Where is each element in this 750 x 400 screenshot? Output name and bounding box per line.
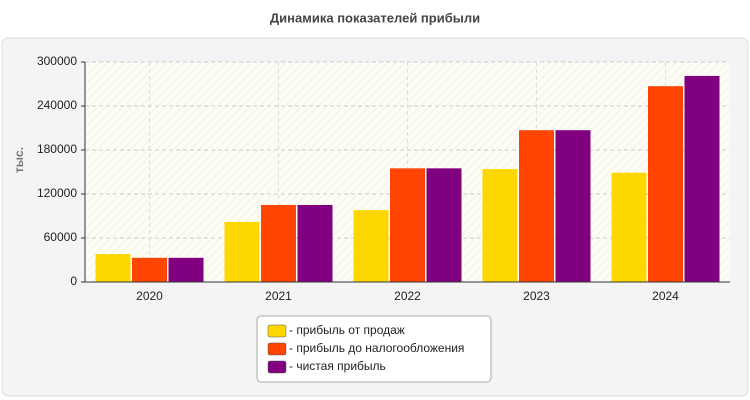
bar [297,205,333,282]
legend-swatch [267,342,287,356]
bar [684,75,720,282]
y-tick-label: 180000 [37,142,77,156]
legend-swatch [267,360,287,374]
bar [95,254,131,282]
bar [482,169,518,282]
bar [353,210,389,282]
legend-label: - прибыль до налогообложения [289,341,464,355]
x-tick-label: 2024 [652,289,679,303]
bar [426,168,462,282]
bar [132,257,167,282]
bar [168,257,204,282]
x-tick-label: 2022 [394,289,421,303]
legend-swatch [267,324,287,338]
y-tick-label: 240000 [37,98,77,112]
x-tick-label: 2023 [523,289,550,303]
bar [224,221,260,282]
bar [611,172,647,282]
bar [648,86,683,282]
y-axis-label: тыс. [12,147,26,173]
y-tick-label: 120000 [37,186,77,200]
bar [261,205,296,282]
bar [519,130,554,282]
chart-title: Динамика показателей прибыли [270,10,480,25]
y-tick-label: 0 [70,274,77,288]
y-tick-label: 60000 [44,230,78,244]
legend [256,315,492,383]
x-tick-label: 2021 [265,289,292,303]
legend-label: - прибыль от продаж [289,323,405,337]
y-tick-label: 300000 [37,54,77,68]
legend-label: - чистая прибыль [289,359,386,373]
bar [390,168,425,282]
bar [555,130,591,282]
x-tick-label: 2020 [136,289,163,303]
